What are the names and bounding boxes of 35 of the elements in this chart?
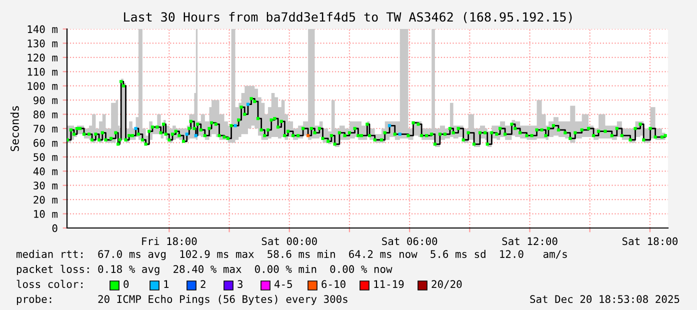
y-tick-label: 10 m <box>34 210 58 218</box>
y-axis-title: Seconds <box>10 106 19 152</box>
y-tick-label: 100 m <box>28 82 58 90</box>
x-tick-label: Sat 12:00 <box>502 237 558 246</box>
text: 11-19 <box>374 280 404 288</box>
text: median rtt: 67.0 ms avg 102.9 ms max 58.6 ms min 64.2 ms now 5.6 ms sd 12.0 am/s <box>16 250 567 260</box>
text: probe: 20 ICMP Echo Pings (56 Bytes) every 300s <box>16 294 348 306</box>
text: loss color: <box>16 280 82 288</box>
text: 6-10 <box>322 280 346 288</box>
y-tick-label: 40 m <box>33 167 58 176</box>
y-tick-label: 140 m <box>28 25 58 34</box>
x-tick-label: Sat 00:00 <box>262 237 317 246</box>
y-tick-label: 90 m <box>34 96 58 104</box>
y-tick-label: 70 m <box>34 124 58 133</box>
text: 0 <box>124 280 129 288</box>
x-tick-label: Fri 18:00 <box>142 237 197 246</box>
y-tick-label: 30 m <box>34 182 58 190</box>
text: packet loss: 0.18 % avg 28.40 % max 0.00 % min 0.00 % now <box>16 264 392 276</box>
y-tick-label: 60 m <box>34 138 58 147</box>
text: 3 <box>238 280 242 288</box>
y-tick-label: 120 m <box>28 54 58 62</box>
y-tick-label: 50 m <box>34 153 58 162</box>
y-tick-label: 110 m <box>28 68 58 76</box>
text: 2 <box>200 280 206 288</box>
x-tick-label: Sat 06:00 <box>382 237 438 246</box>
y-tick-label: 80 m <box>34 110 58 118</box>
y-tick-label: 130 m <box>28 39 58 48</box>
y-tick-label: 20 m <box>34 196 58 204</box>
chart-title: Last 30 Hours from ba7dd3e1f4d5 to TW AS3462 (168.95.192.15) <box>124 12 572 24</box>
text: 1 <box>164 280 169 288</box>
text: 20/20 <box>432 280 462 289</box>
y-tick-label: 0 <box>52 224 58 232</box>
text: 4-5 <box>274 280 292 288</box>
x-tick-label: Sat 18:00 <box>622 237 678 246</box>
text: Sat Dec 20 18:53:08 2025 <box>530 295 680 304</box>
